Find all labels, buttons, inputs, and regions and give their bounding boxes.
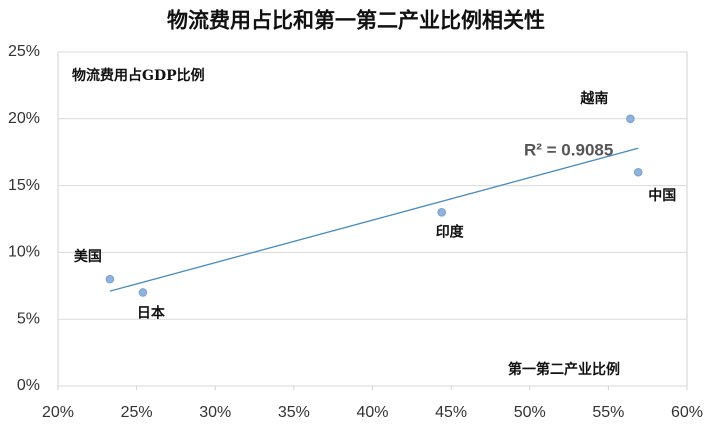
x-tick-label: 25% xyxy=(121,404,153,421)
x-tick-label: 60% xyxy=(671,404,703,421)
y-axis-label: 物流费用占GDP比例 xyxy=(72,67,205,84)
y-tick-label: 20% xyxy=(8,110,40,127)
point xyxy=(633,167,643,177)
r-squared: R² = 0.9085 xyxy=(524,140,613,159)
point-label: 美国 xyxy=(74,248,102,265)
point xyxy=(138,288,148,297)
chart-title: 物流费用占比和第一第二产业比例相关性 xyxy=(167,8,545,33)
point-label: 印度 xyxy=(436,223,465,240)
x-axis-label: 第一第二产业比例 xyxy=(508,361,620,378)
x-tick-label: 45% xyxy=(435,404,467,421)
x-tick-label: 50% xyxy=(514,404,546,421)
y-tick-label: 0% xyxy=(17,377,40,394)
point xyxy=(105,274,115,284)
y-tick-label: 15% xyxy=(8,177,40,194)
point xyxy=(437,208,446,217)
point-label: 越南 xyxy=(579,90,608,107)
trendline xyxy=(109,147,639,292)
y-tick-label: 25% xyxy=(8,43,40,60)
x-tick-label: 55% xyxy=(592,404,624,421)
point-label: 日本 xyxy=(137,304,166,321)
y-tick-label: 10% xyxy=(8,244,40,261)
point xyxy=(626,114,635,124)
x-tick-label: 40% xyxy=(356,404,388,421)
x-tick-label: 35% xyxy=(278,404,310,421)
x-tick-label: 20% xyxy=(42,404,74,421)
y-tick-label: 5% xyxy=(17,310,40,327)
x-tick-label: 30% xyxy=(199,404,231,421)
point-label: 中国 xyxy=(648,187,676,204)
